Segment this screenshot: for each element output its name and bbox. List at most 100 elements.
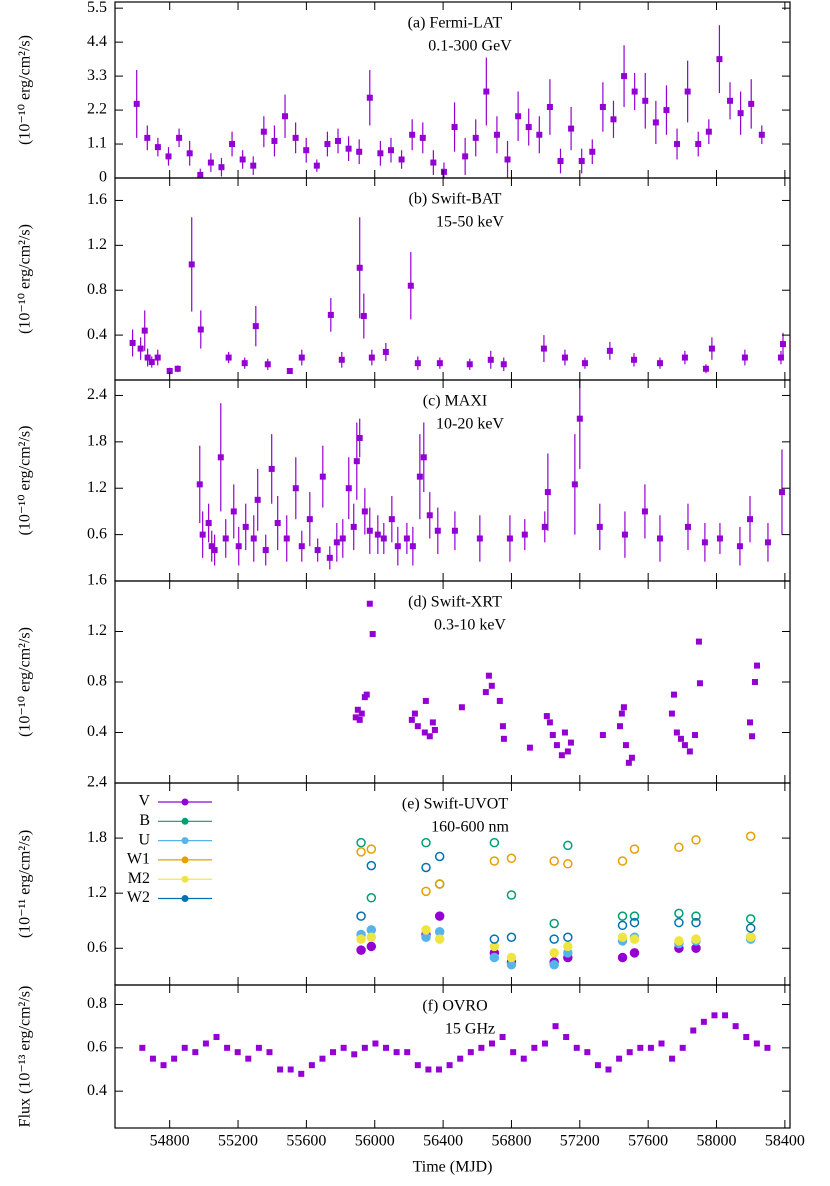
y-tick-label: 5.5 bbox=[87, 0, 107, 16]
panel-subtitle: 0.3-10 keV bbox=[434, 617, 506, 634]
data-point bbox=[493, 131, 500, 138]
data-point bbox=[260, 128, 267, 135]
x-tick-label: 56400 bbox=[423, 1133, 463, 1150]
data-point bbox=[531, 1044, 538, 1051]
data-point bbox=[271, 137, 278, 144]
data-point bbox=[440, 168, 447, 175]
legend-label: W2 bbox=[127, 889, 150, 906]
y-axis-label: (10⁻¹⁰ erg/cm²/s) bbox=[17, 224, 34, 334]
data-point bbox=[777, 354, 784, 361]
data-point bbox=[419, 134, 426, 141]
data-point bbox=[202, 1040, 209, 1047]
data-point bbox=[171, 1055, 178, 1062]
data-point bbox=[277, 1066, 284, 1073]
data-point bbox=[741, 354, 748, 361]
y-axis-label: Flux (10⁻¹³ erg/cm²/s) bbox=[17, 986, 34, 1128]
data-point bbox=[722, 1012, 729, 1019]
data-point bbox=[133, 100, 140, 107]
data-point bbox=[319, 1055, 326, 1062]
data-point bbox=[552, 1023, 559, 1030]
data-point bbox=[196, 481, 203, 488]
data-point bbox=[691, 917, 701, 928]
data-point bbox=[286, 368, 293, 375]
data-point bbox=[483, 88, 490, 95]
data-point bbox=[292, 134, 299, 141]
data-point bbox=[764, 1044, 771, 1051]
data-point bbox=[326, 554, 333, 561]
data-point bbox=[160, 1062, 167, 1069]
data-point bbox=[434, 911, 445, 921]
data-point bbox=[360, 313, 367, 320]
data-point bbox=[544, 489, 551, 496]
data-point bbox=[573, 1044, 580, 1051]
y-tick-label: 2.4 bbox=[87, 774, 107, 791]
data-point bbox=[222, 535, 229, 542]
data-point bbox=[314, 547, 321, 554]
data-point bbox=[778, 489, 785, 496]
panel-subtitle: 15-50 keV bbox=[436, 214, 504, 231]
data-point bbox=[154, 354, 161, 361]
data-point bbox=[250, 535, 257, 542]
data-point bbox=[374, 531, 381, 538]
data-point bbox=[656, 535, 663, 542]
data-point bbox=[564, 748, 571, 755]
x-tick-label: 56000 bbox=[355, 1133, 395, 1150]
data-point bbox=[520, 1055, 527, 1062]
data-point bbox=[658, 1040, 665, 1047]
data-point bbox=[403, 535, 410, 542]
data-point bbox=[306, 516, 313, 523]
data-point bbox=[674, 908, 684, 919]
x-tick-label: 54800 bbox=[150, 1133, 190, 1150]
data-point bbox=[748, 100, 755, 107]
data-point bbox=[754, 662, 761, 669]
data-point bbox=[351, 1051, 358, 1058]
plot-frame bbox=[114, 782, 791, 986]
data-point bbox=[436, 360, 443, 367]
data-point bbox=[451, 527, 458, 534]
legend-marker bbox=[181, 798, 189, 806]
data-point bbox=[561, 729, 568, 736]
data-point bbox=[197, 171, 204, 178]
x-tick-label: 55200 bbox=[218, 1133, 258, 1150]
data-point bbox=[563, 1034, 570, 1040]
data-point bbox=[457, 1055, 464, 1062]
data-point bbox=[361, 508, 368, 515]
data-point bbox=[622, 742, 629, 749]
data-point bbox=[239, 156, 246, 163]
data-point bbox=[230, 508, 237, 515]
data-point bbox=[166, 368, 173, 375]
data-point bbox=[174, 365, 181, 372]
y-tick-label: 0.4 bbox=[87, 723, 107, 740]
data-point bbox=[489, 856, 500, 866]
data-point bbox=[353, 458, 360, 465]
data-point bbox=[217, 454, 224, 461]
data-point bbox=[298, 354, 305, 361]
y-tick-label: 0.6 bbox=[87, 525, 107, 542]
panel-title: (c) MAXI bbox=[423, 393, 487, 410]
data-point bbox=[250, 162, 257, 169]
data-point bbox=[313, 162, 320, 169]
data-point bbox=[541, 523, 548, 530]
data-point bbox=[779, 341, 786, 348]
data-point bbox=[681, 354, 688, 361]
data-point bbox=[268, 465, 275, 472]
y-tick-label: 1.2 bbox=[87, 236, 107, 253]
data-point bbox=[254, 496, 261, 503]
data-point bbox=[745, 932, 756, 943]
panel-title: (e) Swift-UVOT bbox=[402, 796, 508, 813]
data-point bbox=[298, 1070, 305, 1077]
data-point bbox=[681, 742, 688, 749]
data-point bbox=[242, 523, 249, 530]
data-point bbox=[536, 131, 543, 138]
data-point bbox=[380, 535, 387, 542]
panel bbox=[352, 600, 761, 766]
data-point bbox=[434, 879, 445, 889]
data-point bbox=[129, 339, 136, 346]
data-point bbox=[737, 110, 744, 117]
data-point bbox=[500, 361, 507, 368]
data-point bbox=[366, 600, 373, 607]
data-point bbox=[673, 729, 680, 736]
data-point bbox=[225, 354, 232, 361]
data-point bbox=[629, 911, 640, 921]
data-point bbox=[691, 835, 701, 845]
